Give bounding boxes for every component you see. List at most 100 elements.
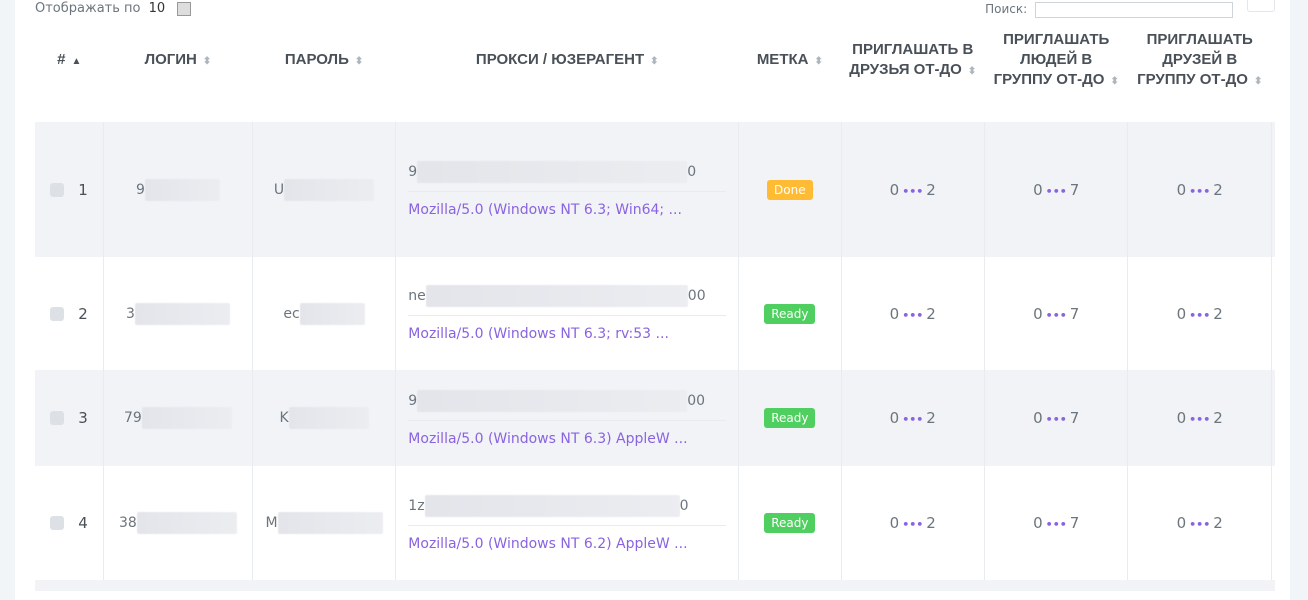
sort-asc-icon[interactable]: ▲ xyxy=(71,56,82,67)
range-ellipsis-icon: ••• xyxy=(1045,184,1067,198)
range-from: 0 xyxy=(1033,514,1043,532)
range-cell: 0•••1 xyxy=(1270,122,1275,257)
range-to: 2 xyxy=(926,180,936,199)
row-checkbox[interactable] xyxy=(50,306,65,321)
range-from: 0 xyxy=(1176,409,1187,427)
table-row[interactable] xyxy=(35,580,1275,591)
sort-icon[interactable]: ⬍ xyxy=(1110,76,1119,87)
range-ellipsis-icon: ••• xyxy=(902,413,924,426)
row-checkbox[interactable] xyxy=(50,411,65,425)
range-ellipsis-icon: ••• xyxy=(1189,184,1211,198)
redacted-proxy xyxy=(417,389,688,412)
column-header[interactable]: Пароль ⬍ xyxy=(252,0,395,122)
range-ellipsis-icon: ••• xyxy=(1045,413,1067,426)
table-row[interactable]: 2 3 ec ne 00 Mozilla/5.0 (Windows NT 6.3;… xyxy=(35,257,1275,370)
proxy-address: 9 00 xyxy=(408,389,727,421)
range-ellipsis-icon: ••• xyxy=(902,184,924,198)
useragent-link[interactable]: Mozilla/5.0 (Windows NT 6.3; Win64; ... xyxy=(408,202,682,218)
range-from: 0 xyxy=(1033,180,1043,199)
search-input[interactable] xyxy=(1035,1,1233,18)
sort-icon[interactable]: ⬍ xyxy=(1253,76,1263,87)
range-ellipsis-icon: ••• xyxy=(1045,308,1067,322)
page-length-select[interactable]: 10 xyxy=(148,1,166,16)
row-number: 4 xyxy=(78,514,88,532)
range-from: 0 xyxy=(1033,409,1043,427)
proxy-text: 1z xyxy=(408,497,425,514)
column-header[interactable]: Гулять от-до⬍ xyxy=(1271,0,1275,122)
tag-cell: Done xyxy=(738,122,841,257)
redacted-password xyxy=(277,512,383,534)
column-header-label: Пароль xyxy=(284,51,349,68)
proxy-cell: 1z 0 Mozilla/5.0 (Windows NT 6.2) AppleW … xyxy=(395,466,739,580)
login-cell: 3 xyxy=(103,257,253,370)
sort-icon[interactable]: ⬍ xyxy=(814,56,823,67)
table-row[interactable]: 4 38 M 1z 0 Mozilla/5.0 (Windows NT 6.2) … xyxy=(35,466,1275,580)
proxy-text-end: 0 xyxy=(687,164,697,180)
redacted-login xyxy=(144,178,220,201)
range-cell: 0 ••• 2 xyxy=(1127,466,1272,580)
page-length-label: Отображать по xyxy=(35,1,141,16)
password-text: K xyxy=(279,410,289,426)
row-number: 1 xyxy=(78,180,88,199)
password-text: ec xyxy=(283,305,300,322)
redacted-password xyxy=(299,302,365,325)
index-cell: 2 xyxy=(35,257,104,370)
sort-icon[interactable]: ⬍ xyxy=(354,56,364,67)
range-from: 0 xyxy=(1033,304,1043,323)
range-from: 0 xyxy=(889,180,900,199)
login-text: 9 xyxy=(135,181,145,198)
sort-icon[interactable]: ⬍ xyxy=(967,66,977,77)
index-cell: 3 xyxy=(35,370,104,466)
tag-cell: Ready xyxy=(738,466,841,580)
login-cell: 9 xyxy=(103,122,253,257)
column-header[interactable]: # ▲ xyxy=(35,0,104,122)
range-to: 7 xyxy=(1069,409,1080,427)
proxy-cell: 9 00 Mozilla/5.0 (Windows NT 6.3) AppleW … xyxy=(395,370,739,466)
redacted-proxy xyxy=(425,285,688,307)
range-cell: 0•••1 xyxy=(1270,257,1275,370)
column-header[interactable]: Приглашать людей в группу от-до ⬍ xyxy=(984,0,1127,122)
page-length-dropdown-icon[interactable] xyxy=(177,1,192,16)
page-length: Отображать по 10 xyxy=(35,1,192,17)
range-from: 0 xyxy=(889,409,900,427)
row-checkbox[interactable] xyxy=(50,516,65,530)
proxy-text-end: 00 xyxy=(687,288,706,304)
useragent-link[interactable]: Mozilla/5.0 (Windows NT 6.3) AppleW ... xyxy=(408,430,688,447)
range-from: 0 xyxy=(1176,304,1187,323)
range-cell: 0 ••• 2 xyxy=(1127,370,1272,466)
table-row[interactable]: 3 79 K 9 00 Mozilla/5.0 (Windows NT 6.3) … xyxy=(35,370,1275,466)
status-badge: Ready xyxy=(764,408,816,428)
useragent-link[interactable]: Mozilla/5.0 (Windows NT 6.3; rv:53 ... xyxy=(408,326,669,342)
column-header-label: Прокси / Юзерагент xyxy=(475,51,645,68)
column-header-label: Приглашать друзей в группу от-до xyxy=(1137,31,1253,88)
range-cell: 0 ••• 2 xyxy=(840,122,985,257)
column-header[interactable]: Приглашать друзей в группу от-до ⬍ xyxy=(1128,0,1271,122)
range-cell: 0 ••• 7 xyxy=(983,466,1128,580)
range-cell: 0 ••• 7 xyxy=(983,257,1128,370)
sort-icon[interactable]: ⬍ xyxy=(202,56,212,67)
accounts-table-wrapper[interactable]: # ▲ Логин ⬍ Пароль ⬍ Прокси / Юзерагент ⬍ Метка ⬍… xyxy=(35,0,1275,591)
range-cell: 0 ••• 7 xyxy=(983,370,1128,466)
column-header-label: Метка xyxy=(756,51,809,68)
row-checkbox[interactable] xyxy=(50,182,65,197)
column-header-label: # xyxy=(57,51,66,68)
redacted-login xyxy=(141,407,232,429)
range-ellipsis-icon: ••• xyxy=(1045,518,1067,531)
column-header[interactable]: Логин ⬍ xyxy=(104,0,253,122)
column-header-label: Приглашать в друзья от-до xyxy=(849,41,974,78)
sort-icon[interactable]: ⬍ xyxy=(650,56,659,67)
redacted-proxy xyxy=(417,161,688,183)
row-number: 3 xyxy=(78,409,88,427)
range-cell: 0•••1 xyxy=(1270,466,1275,580)
redacted-login xyxy=(134,302,230,325)
useragent-link[interactable]: Mozilla/5.0 (Windows NT 6.2) AppleW ... xyxy=(408,535,688,552)
tag-cell: Ready xyxy=(738,370,841,466)
column-header[interactable]: Прокси / Юзерагент ⬍ xyxy=(396,0,739,122)
column-header[interactable]: Приглашать в друзья от-до ⬍ xyxy=(841,0,984,122)
redacted-login xyxy=(136,512,237,534)
settings-button[interactable] xyxy=(1247,0,1275,12)
range-ellipsis-icon: ••• xyxy=(1189,413,1211,426)
column-header[interactable]: Метка ⬍ xyxy=(739,0,841,122)
range-cell: 0 ••• 2 xyxy=(840,370,985,466)
